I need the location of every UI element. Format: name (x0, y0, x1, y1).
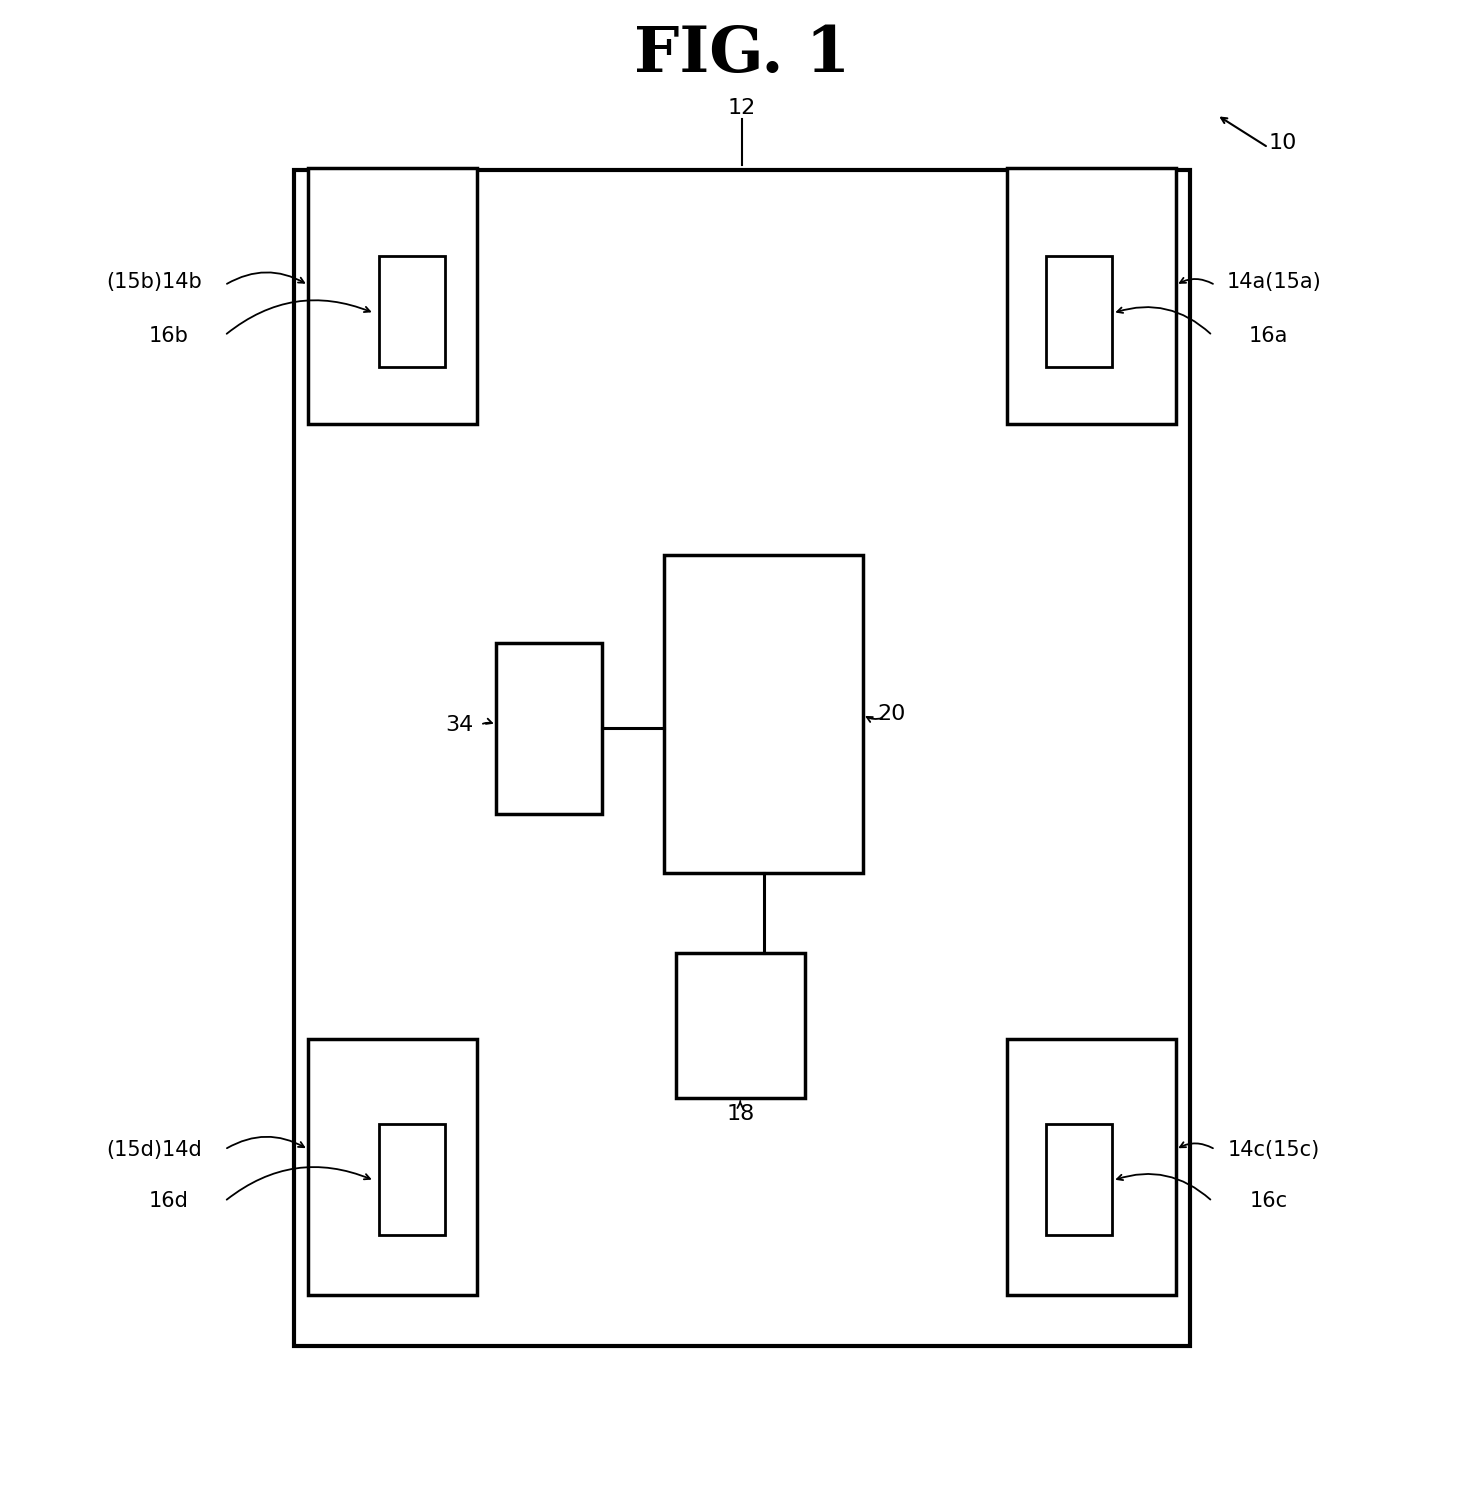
Text: 16d: 16d (148, 1191, 188, 1212)
Bar (378, 255, 445, 366)
Bar (663, 554, 862, 872)
Bar (294, 170, 1190, 1346)
Text: 20: 20 (877, 705, 907, 725)
Bar (1046, 255, 1113, 366)
Text: 34: 34 (445, 714, 473, 735)
Bar (1046, 1125, 1113, 1236)
Bar (497, 644, 603, 814)
Bar (1006, 1038, 1175, 1295)
Text: 16c: 16c (1250, 1191, 1287, 1212)
Bar (378, 1125, 445, 1236)
Text: (15d)14d: (15d)14d (105, 1140, 202, 1159)
Bar (1006, 169, 1175, 424)
Bar (309, 169, 478, 424)
Text: 16b: 16b (148, 326, 188, 345)
Text: FIG. 1: FIG. 1 (634, 24, 850, 85)
Bar (675, 953, 806, 1098)
Text: 10: 10 (1269, 133, 1297, 152)
Text: 14a(15a): 14a(15a) (1227, 272, 1322, 293)
Text: 12: 12 (727, 97, 757, 118)
Bar (309, 1038, 478, 1295)
Text: 14c(15c): 14c(15c) (1229, 1140, 1321, 1159)
Text: (15b)14b: (15b)14b (105, 272, 202, 293)
Text: 18: 18 (726, 1104, 755, 1123)
Text: 16a: 16a (1248, 326, 1288, 345)
